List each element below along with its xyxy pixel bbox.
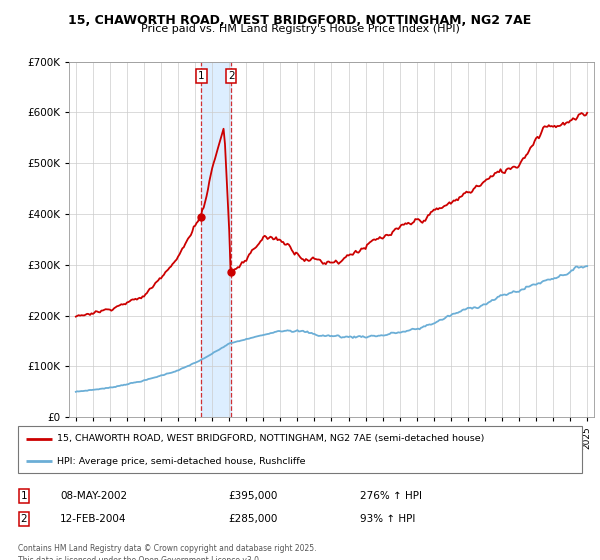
Text: Contains HM Land Registry data © Crown copyright and database right 2025.
This d: Contains HM Land Registry data © Crown c… (18, 544, 317, 560)
Text: £395,000: £395,000 (228, 491, 277, 501)
Text: 08-MAY-2002: 08-MAY-2002 (60, 491, 127, 501)
Text: 12-FEB-2004: 12-FEB-2004 (60, 514, 127, 524)
Text: 276% ↑ HPI: 276% ↑ HPI (360, 491, 422, 501)
Text: £285,000: £285,000 (228, 514, 277, 524)
Text: Price paid vs. HM Land Registry's House Price Index (HPI): Price paid vs. HM Land Registry's House … (140, 24, 460, 34)
Bar (202, 62, 231, 417)
Text: 1: 1 (198, 71, 205, 81)
Text: 93% ↑ HPI: 93% ↑ HPI (360, 514, 415, 524)
Text: 2: 2 (20, 514, 28, 524)
Text: 2: 2 (228, 71, 235, 81)
Text: 1: 1 (20, 491, 28, 501)
Text: HPI: Average price, semi-detached house, Rushcliffe: HPI: Average price, semi-detached house,… (58, 457, 306, 466)
Text: 15, CHAWORTH ROAD, WEST BRIDGFORD, NOTTINGHAM, NG2 7AE (semi-detached house): 15, CHAWORTH ROAD, WEST BRIDGFORD, NOTTI… (58, 435, 485, 444)
Text: 15, CHAWORTH ROAD, WEST BRIDGFORD, NOTTINGHAM, NG2 7AE: 15, CHAWORTH ROAD, WEST BRIDGFORD, NOTTI… (68, 14, 532, 27)
FancyBboxPatch shape (18, 426, 582, 473)
